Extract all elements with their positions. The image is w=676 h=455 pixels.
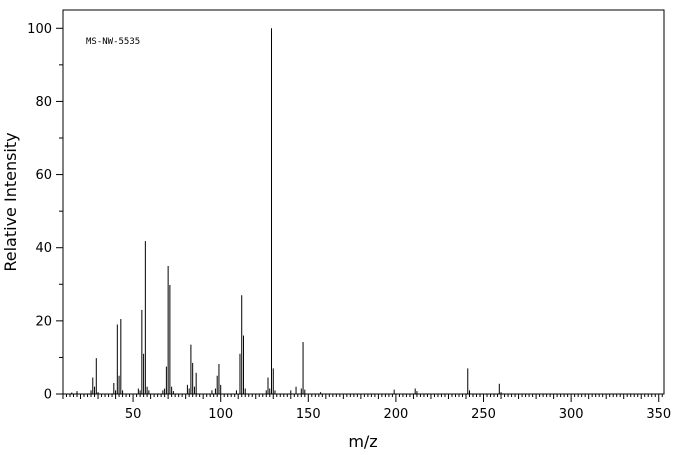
y-tick-label-0: 0 — [44, 388, 52, 403]
x-axis: 50 100 150 200 250 300 350 — [62, 394, 671, 422]
x-tick-label-200: 200 — [384, 407, 409, 422]
y-tick-label-60: 60 — [35, 168, 52, 183]
peaks-group — [71, 28, 502, 394]
y-axis: 0 20 40 60 80 100 — [27, 22, 63, 403]
plot-frame — [62, 9, 665, 395]
y-axis-title: Relative Intensity — [1, 132, 20, 271]
y-tick-label-80: 80 — [35, 95, 52, 110]
y-tick-label-100: 100 — [27, 22, 52, 37]
y-tick-label-20: 20 — [35, 314, 52, 329]
x-tick-label-100: 100 — [208, 407, 233, 422]
x-tick-label-150: 150 — [296, 407, 321, 422]
x-tick-label-350: 350 — [646, 407, 671, 422]
x-axis-title: m/z — [348, 432, 377, 451]
x-tick-label-300: 300 — [559, 407, 584, 422]
x-tick-label-250: 250 — [471, 407, 496, 422]
x-tick-label-50: 50 — [125, 407, 142, 422]
annotation-label: MS-NW-5535 — [86, 37, 140, 47]
y-tick-label-40: 40 — [35, 241, 52, 256]
